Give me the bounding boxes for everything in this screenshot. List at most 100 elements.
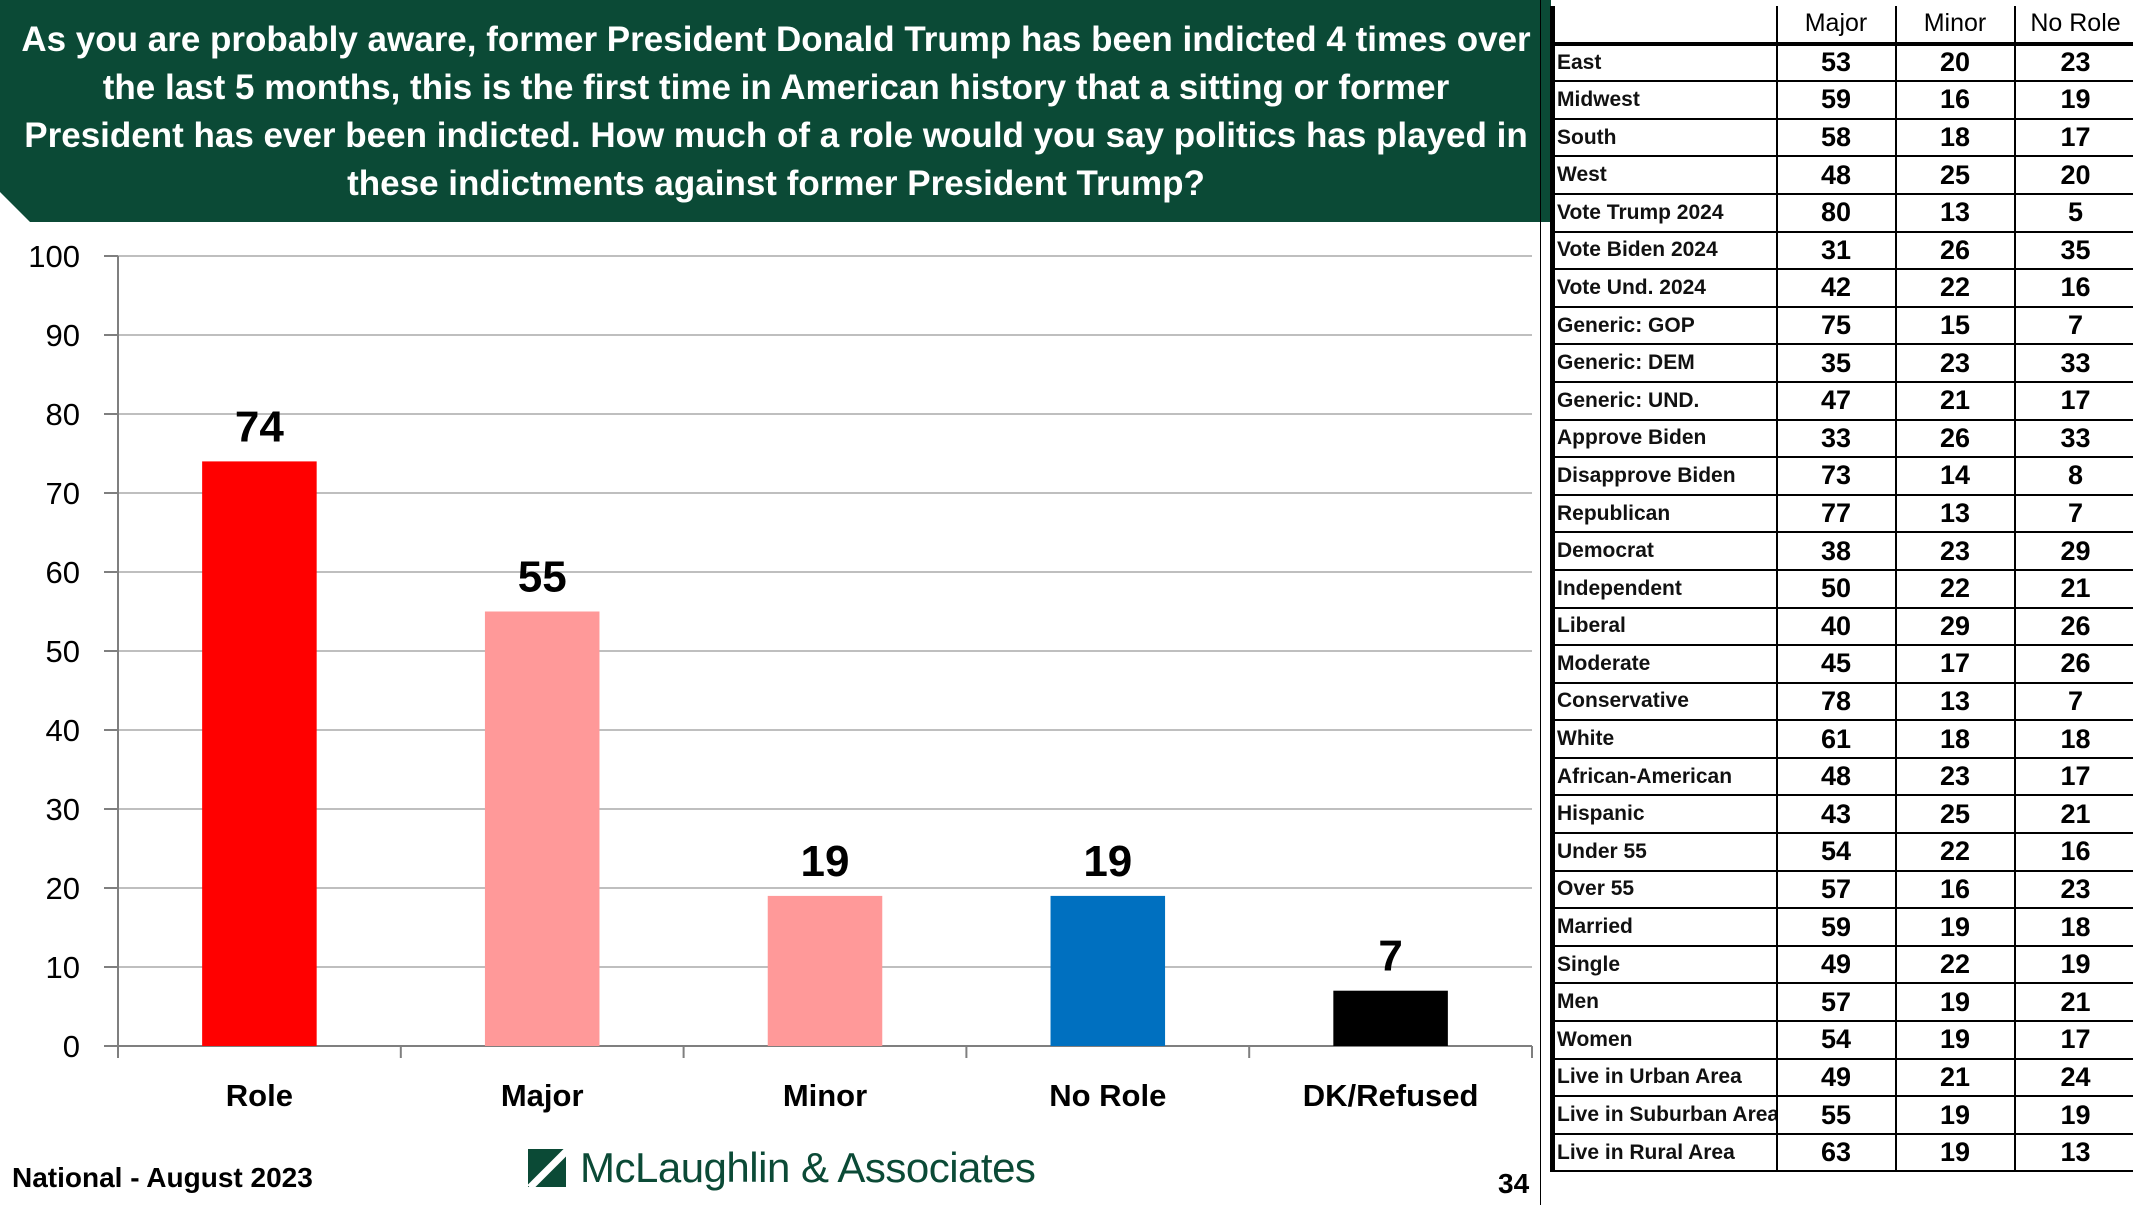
bar-dk-refused xyxy=(1333,990,1448,1046)
cell-minor: 21 xyxy=(1894,1058,2015,1098)
header-no-role: No Role xyxy=(2013,6,2133,46)
cell-no-role: 26 xyxy=(2013,645,2133,684)
cell-major: 58 xyxy=(1775,118,1896,158)
row-label: Hispanic xyxy=(1550,795,1777,835)
table-header-row: Major Minor No Role xyxy=(1550,6,2133,46)
cell-no-role: 7 xyxy=(2013,682,2133,722)
cell-no-role: 23 xyxy=(2013,870,2133,910)
cell-minor: 13 xyxy=(1894,193,2015,233)
row-label: Over 55 xyxy=(1550,870,1777,910)
cell-minor: 23 xyxy=(1894,344,2015,383)
table-row: Moderate 45 17 26 xyxy=(1550,645,2133,684)
row-label: Moderate xyxy=(1550,645,1777,684)
y-tick-label: 70 xyxy=(46,476,80,511)
category-label: Minor xyxy=(783,1078,867,1113)
cell-minor: 22 xyxy=(1894,569,2015,609)
cell-minor: 13 xyxy=(1894,682,2015,722)
table-row: Married 59 19 18 xyxy=(1550,908,2133,947)
survey-date: National - August 2023 xyxy=(12,1162,313,1193)
row-label: Women xyxy=(1550,1021,1777,1060)
crosstab-table: Major Minor No Role East 53 20 23 Midwest 59 1… xyxy=(1550,6,2133,1173)
cell-no-role: 18 xyxy=(2013,720,2133,759)
cell-no-role: 21 xyxy=(2013,983,2133,1023)
row-label: Vote Trump 2024 xyxy=(1550,193,1777,233)
data-label: 55 xyxy=(518,553,567,602)
cell-major: 43 xyxy=(1775,795,1896,835)
logo-mark-icon xyxy=(528,1149,566,1187)
table-row: Liberal 40 29 26 xyxy=(1550,607,2133,647)
cell-minor: 26 xyxy=(1894,231,2015,271)
table-row: Women 54 19 17 xyxy=(1550,1021,2133,1060)
row-label: Generic: DEM xyxy=(1550,344,1777,383)
table-row: Generic: GOP 75 15 7 xyxy=(1550,306,2133,346)
table-row: South 58 18 17 xyxy=(1550,118,2133,158)
cell-major: 73 xyxy=(1775,457,1896,496)
cell-minor: 23 xyxy=(1894,532,2015,571)
cell-no-role: 16 xyxy=(2013,269,2133,308)
cell-minor: 25 xyxy=(1894,156,2015,195)
header-blank xyxy=(1550,6,1777,46)
row-label: Approve Biden xyxy=(1550,419,1777,459)
cell-no-role: 26 xyxy=(2013,607,2133,647)
cell-major: 59 xyxy=(1775,908,1896,947)
table-row: Conservative 78 13 7 xyxy=(1550,682,2133,722)
table-row: Republican 77 13 7 xyxy=(1550,494,2133,534)
cell-minor: 17 xyxy=(1894,645,2015,684)
cell-minor: 26 xyxy=(1894,419,2015,459)
table-row: Independent 50 22 21 xyxy=(1550,569,2133,609)
table-row: White 61 18 18 xyxy=(1550,720,2133,759)
cell-minor: 18 xyxy=(1894,118,2015,158)
cell-no-role: 17 xyxy=(2013,757,2133,797)
row-label: Under 55 xyxy=(1550,833,1777,872)
cell-major: 57 xyxy=(1775,983,1896,1023)
cell-major: 48 xyxy=(1775,156,1896,195)
divider xyxy=(1540,0,1541,1205)
company-logo: McLaughlin & Associates xyxy=(528,1140,1036,1196)
y-tick-label: 90 xyxy=(46,318,80,353)
cell-major: 50 xyxy=(1775,569,1896,609)
cell-major: 75 xyxy=(1775,306,1896,346)
bar-major xyxy=(484,611,600,1046)
cell-minor: 13 xyxy=(1894,494,2015,534)
cell-minor: 16 xyxy=(1894,870,2015,910)
row-label: Live in Rural Area xyxy=(1550,1133,1777,1173)
cell-no-role: 5 xyxy=(2013,193,2133,233)
cell-no-role: 17 xyxy=(2013,118,2133,158)
cell-no-role: 17 xyxy=(2013,1021,2133,1060)
cell-no-role: 35 xyxy=(2013,231,2133,271)
row-label: African-American xyxy=(1550,757,1777,797)
table-row: Live in Suburban Area 55 19 19 xyxy=(1550,1096,2133,1135)
cell-minor: 19 xyxy=(1894,983,2015,1023)
cell-minor: 20 xyxy=(1894,43,2015,83)
row-label: East xyxy=(1550,43,1777,83)
data-label: 74 xyxy=(235,402,284,451)
y-tick-label: 100 xyxy=(28,239,80,274)
cell-minor: 18 xyxy=(1894,720,2015,759)
cell-no-role: 7 xyxy=(2013,494,2133,534)
row-label: Conservative xyxy=(1550,682,1777,722)
cell-minor: 25 xyxy=(1894,795,2015,835)
header-minor: Minor xyxy=(1894,6,2015,46)
page-number: 34 xyxy=(1498,1168,1530,1199)
cell-major: 55 xyxy=(1775,1096,1896,1135)
row-label: Liberal xyxy=(1550,607,1777,647)
cell-major: 47 xyxy=(1775,381,1896,421)
cell-no-role: 17 xyxy=(2013,381,2133,421)
cell-minor: 19 xyxy=(1894,1096,2015,1135)
cell-major: 57 xyxy=(1775,870,1896,910)
cell-minor: 15 xyxy=(1894,306,2015,346)
table-row: East 53 20 23 xyxy=(1550,43,2133,83)
row-label: West xyxy=(1550,156,1777,195)
cell-major: 45 xyxy=(1775,645,1896,684)
category-label: Role xyxy=(226,1078,293,1113)
table-row: West 48 25 20 xyxy=(1550,156,2133,195)
row-label: Live in Suburban Area xyxy=(1550,1096,1777,1135)
header-major: Major xyxy=(1775,6,1896,46)
table-row: Vote Biden 2024 31 26 35 xyxy=(1550,231,2133,271)
cell-no-role: 16 xyxy=(2013,833,2133,872)
cell-no-role: 21 xyxy=(2013,795,2133,835)
row-label: Married xyxy=(1550,908,1777,947)
y-tick-label: 0 xyxy=(63,1029,80,1064)
row-label: Democrat xyxy=(1550,532,1777,571)
cell-minor: 22 xyxy=(1894,833,2015,872)
